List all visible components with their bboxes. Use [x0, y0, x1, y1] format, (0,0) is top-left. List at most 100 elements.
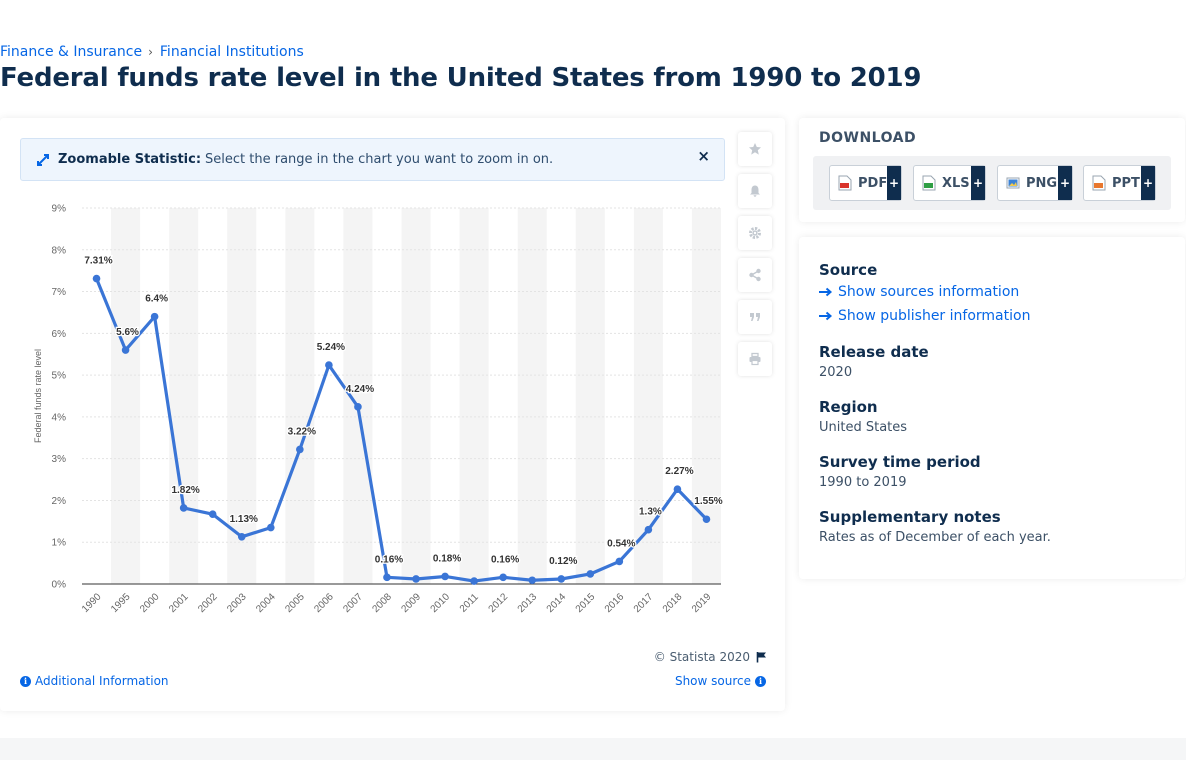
download-card: DOWNLOAD PDF + XLS + PNG + PPT +: [799, 118, 1185, 222]
close-icon[interactable]: ×: [697, 147, 710, 165]
download-xls-plus[interactable]: +: [971, 166, 985, 200]
data-point: [266, 523, 275, 532]
plot-band: [401, 208, 431, 584]
data-point: [644, 525, 653, 534]
notification-button[interactable]: [738, 174, 772, 208]
y-tick-label: 1%: [52, 538, 67, 549]
data-label: 0.16%: [375, 554, 403, 565]
x-tick-label: 2017: [632, 591, 656, 615]
chart-card: Zoomable Statistic: Select the range in …: [0, 118, 785, 711]
bell-icon: [750, 185, 760, 197]
release-date-heading: Release date: [819, 343, 929, 361]
breadcrumb-link-financial-institutions[interactable]: Financial Institutions: [159, 44, 304, 60]
footer-strip: [0, 738, 1186, 760]
x-tick-label: 2000: [138, 591, 162, 615]
data-label: 4.24%: [346, 384, 374, 395]
survey-period-value: 1990 to 2019: [819, 475, 907, 490]
plot-band: [285, 208, 315, 584]
x-tick-label: 2007: [341, 591, 365, 615]
download-buttons: PDF + XLS + PNG + PPT +: [813, 156, 1171, 210]
statistic-info-card: Source Show sources information Show pub…: [799, 237, 1185, 579]
data-point: [383, 573, 391, 582]
plot-band: [111, 208, 141, 584]
data-point: [470, 577, 478, 585]
data-point: [615, 557, 624, 566]
data-label: 1.55%: [694, 496, 722, 507]
source-heading: Source: [819, 261, 878, 279]
favorite-button[interactable]: [738, 132, 772, 166]
download-title: DOWNLOAD: [819, 130, 917, 146]
data-label: 1.3%: [639, 507, 662, 518]
y-tick-label: 0%: [52, 580, 67, 591]
download-xls-button[interactable]: XLS +: [913, 165, 986, 201]
info-icon: i: [755, 675, 766, 687]
flag-icon[interactable]: [756, 651, 767, 663]
data-point: [121, 346, 130, 354]
data-point: [208, 510, 217, 519]
data-label: 5.6%: [116, 327, 139, 338]
download-png-button[interactable]: PNG +: [997, 165, 1073, 201]
data-point: [92, 274, 101, 283]
page-title: Federal funds rate level in the United S…: [0, 63, 922, 93]
data-label: 0.12%: [549, 556, 577, 567]
data-label: 1.82%: [171, 485, 199, 496]
show-sources-label: Show sources information: [838, 284, 1020, 300]
share-icon: [749, 268, 761, 282]
x-tick-label: 2015: [574, 591, 598, 615]
x-tick-label: 2004: [254, 591, 278, 615]
download-ppt-button[interactable]: PPT +: [1083, 165, 1156, 201]
zoom-banner-label: Zoomable Statistic:: [58, 152, 202, 167]
data-label: 3.22%: [288, 426, 316, 437]
download-ppt-plus[interactable]: +: [1141, 166, 1155, 200]
settings-button[interactable]: [738, 216, 772, 250]
zoom-banner-text: Select the range in the chart you want t…: [205, 152, 554, 167]
data-point: [150, 312, 159, 321]
data-label: 0.18%: [433, 553, 461, 564]
additional-information-link[interactable]: i Additional Information: [20, 674, 169, 688]
plot-band: [517, 208, 547, 584]
plot-band: [691, 208, 721, 584]
cite-button[interactable]: [738, 300, 772, 334]
download-png-plus[interactable]: +: [1058, 166, 1072, 200]
data-point: [702, 515, 711, 524]
chart-toolbar: [738, 132, 772, 384]
series-line: [95, 278, 708, 583]
x-tick-label: 2016: [603, 591, 627, 615]
x-tick-label: 2006: [312, 591, 336, 615]
additional-information-label: Additional Information: [35, 674, 169, 688]
show-sources-link[interactable]: Show sources information: [819, 284, 1019, 300]
y-tick-label: 5%: [52, 371, 67, 382]
print-button[interactable]: [738, 342, 772, 376]
y-tick-label: 8%: [52, 245, 67, 256]
x-tick-label: 2008: [370, 591, 394, 615]
breadcrumb-link-finance[interactable]: Finance & Insurance: [0, 44, 143, 60]
ppt-file-icon: [1092, 175, 1106, 191]
y-tick-label: 6%: [52, 329, 67, 340]
download-pdf-button[interactable]: PDF +: [829, 165, 902, 201]
plot-band: [575, 208, 605, 584]
gear-icon: [749, 227, 761, 239]
data-label: 2.27%: [665, 466, 693, 477]
pdf-file-icon: [838, 175, 852, 191]
x-tick-label: 2002: [196, 591, 220, 615]
survey-period-heading: Survey time period: [819, 453, 981, 471]
breadcrumb-separator: ›: [148, 45, 153, 59]
plot-band: [633, 208, 663, 584]
x-tick-label: 2019: [690, 591, 714, 615]
share-button[interactable]: [738, 258, 772, 292]
show-source-link[interactable]: Show source i: [675, 674, 766, 688]
zoom-banner: Zoomable Statistic: Select the range in …: [20, 138, 725, 181]
plot-band: [169, 208, 199, 584]
data-label: 5.24%: [317, 342, 345, 353]
data-label: 1.13%: [230, 514, 258, 525]
line-chart[interactable]: 0% 1% 2% 3% 4% 5% 6% 7% 8% 9% Federal funds rate l…: [0, 118, 785, 648]
data-point: [673, 485, 682, 493]
download-pdf-plus[interactable]: +: [887, 166, 901, 200]
y-tick-label: 3%: [52, 454, 67, 465]
x-tick-label: 2012: [487, 591, 511, 615]
download-ppt-label: PPT: [1112, 175, 1140, 191]
show-publisher-link[interactable]: Show publisher information: [819, 308, 1030, 324]
data-label: 7.31%: [84, 256, 112, 267]
data-label: 6.4%: [145, 294, 168, 305]
x-tick-label: 2018: [661, 591, 685, 615]
